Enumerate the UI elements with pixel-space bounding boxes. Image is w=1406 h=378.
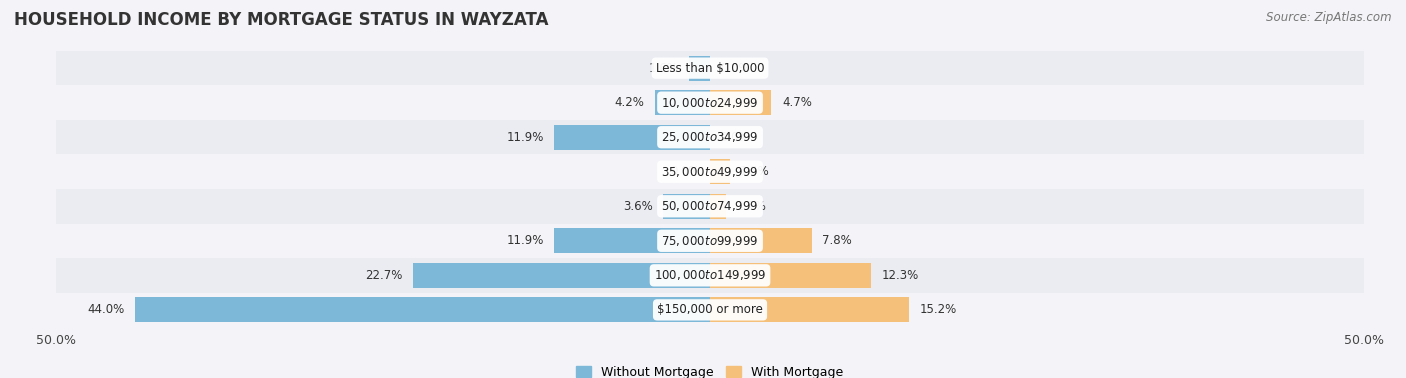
Bar — [56, 85, 1364, 120]
Bar — [655, 90, 710, 115]
Text: Less than $10,000: Less than $10,000 — [655, 62, 765, 74]
Text: 1.2%: 1.2% — [737, 200, 766, 213]
Bar — [56, 258, 1364, 293]
Bar — [710, 297, 908, 322]
Bar — [710, 263, 870, 288]
Bar — [710, 159, 730, 184]
Text: 0.0%: 0.0% — [669, 165, 700, 178]
Bar — [710, 194, 725, 219]
Text: 22.7%: 22.7% — [366, 269, 402, 282]
Text: 0.0%: 0.0% — [720, 131, 751, 144]
Bar — [689, 56, 710, 81]
Text: $75,000 to $99,999: $75,000 to $99,999 — [661, 234, 759, 248]
Bar — [554, 125, 710, 150]
Bar — [56, 155, 1364, 189]
Text: 4.2%: 4.2% — [614, 96, 644, 109]
Bar — [664, 194, 710, 219]
Text: 11.9%: 11.9% — [506, 234, 544, 247]
Text: $150,000 or more: $150,000 or more — [657, 304, 763, 316]
Text: 11.9%: 11.9% — [506, 131, 544, 144]
Text: $35,000 to $49,999: $35,000 to $49,999 — [661, 165, 759, 179]
Bar — [710, 228, 813, 253]
Text: 0.0%: 0.0% — [720, 62, 751, 74]
Text: HOUSEHOLD INCOME BY MORTGAGE STATUS IN WAYZATA: HOUSEHOLD INCOME BY MORTGAGE STATUS IN W… — [14, 11, 548, 29]
Bar — [56, 51, 1364, 85]
Bar — [56, 120, 1364, 155]
Text: 3.6%: 3.6% — [623, 200, 652, 213]
Text: Source: ZipAtlas.com: Source: ZipAtlas.com — [1267, 11, 1392, 24]
Text: 44.0%: 44.0% — [87, 304, 124, 316]
Text: $10,000 to $24,999: $10,000 to $24,999 — [661, 96, 759, 110]
Text: 1.6%: 1.6% — [648, 62, 679, 74]
Text: 1.5%: 1.5% — [740, 165, 770, 178]
Text: 12.3%: 12.3% — [882, 269, 918, 282]
Text: 15.2%: 15.2% — [920, 304, 956, 316]
Text: 4.7%: 4.7% — [782, 96, 811, 109]
Text: $50,000 to $74,999: $50,000 to $74,999 — [661, 199, 759, 213]
Bar — [56, 189, 1364, 223]
Text: 7.8%: 7.8% — [823, 234, 852, 247]
Legend: Without Mortgage, With Mortgage: Without Mortgage, With Mortgage — [571, 361, 849, 378]
Bar — [56, 223, 1364, 258]
Text: $25,000 to $34,999: $25,000 to $34,999 — [661, 130, 759, 144]
Text: $100,000 to $149,999: $100,000 to $149,999 — [654, 268, 766, 282]
Bar — [135, 297, 710, 322]
Bar — [710, 90, 772, 115]
Bar — [413, 263, 710, 288]
Bar — [554, 228, 710, 253]
Bar — [56, 293, 1364, 327]
